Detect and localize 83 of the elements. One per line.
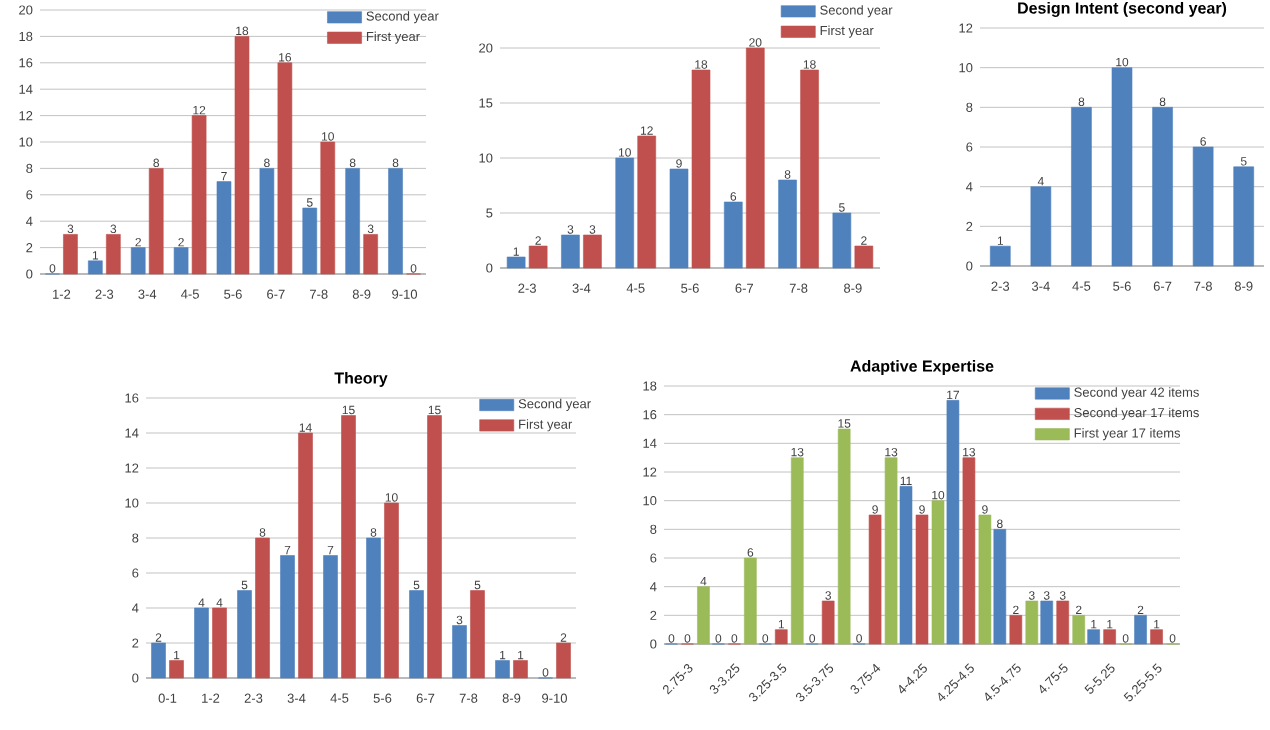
bar (837, 428, 851, 645)
bar (691, 69, 711, 269)
bar (723, 201, 743, 269)
bar (363, 234, 378, 275)
bar (615, 157, 635, 269)
bar (302, 207, 318, 275)
bar (194, 607, 209, 679)
bar (528, 245, 548, 269)
bar (88, 260, 103, 275)
bar (341, 415, 356, 679)
bar (277, 62, 293, 275)
bar (280, 555, 295, 679)
bar (1030, 186, 1052, 267)
bar (169, 660, 184, 679)
bar (1233, 166, 1255, 267)
bar (1071, 107, 1092, 267)
bar (63, 234, 78, 275)
bar (298, 432, 313, 679)
bar (962, 457, 976, 645)
bar (452, 625, 467, 679)
bar (1103, 629, 1116, 645)
bar (915, 514, 929, 645)
bar (255, 537, 270, 679)
bar (556, 642, 571, 679)
bar (993, 529, 1007, 645)
bar (470, 590, 485, 679)
bar (234, 36, 250, 275)
bar (1192, 146, 1214, 267)
bar (323, 555, 338, 679)
bar (1072, 615, 1086, 645)
bar (384, 502, 399, 679)
bar (778, 179, 797, 269)
chart-title: Design Intent (second year) (1018, 1, 1227, 17)
bar (946, 400, 960, 645)
bar (697, 586, 710, 645)
bar (561, 234, 580, 269)
bar (151, 642, 166, 679)
bar (884, 457, 898, 645)
bar (1025, 600, 1039, 645)
bar (989, 245, 1011, 267)
bar (191, 115, 207, 275)
bar (366, 537, 381, 679)
bar (1040, 600, 1054, 645)
bar (832, 212, 852, 269)
bar (583, 234, 602, 269)
bar (409, 590, 424, 679)
bar (1111, 67, 1133, 267)
bar (173, 247, 189, 275)
bar (1152, 107, 1173, 267)
bar (216, 181, 232, 275)
bar (854, 245, 874, 269)
bar (899, 486, 913, 645)
bar (821, 600, 835, 645)
bar (800, 69, 819, 269)
bar (388, 168, 403, 275)
bar (868, 514, 882, 645)
bar (495, 660, 510, 679)
bar (1009, 615, 1023, 645)
bar (669, 168, 689, 269)
bar (774, 629, 788, 645)
bar (130, 247, 146, 275)
bar (744, 557, 757, 645)
bar (745, 47, 765, 269)
bar (790, 457, 804, 645)
bar (931, 500, 945, 645)
bar (978, 514, 992, 645)
bar (320, 141, 336, 275)
bar (212, 607, 227, 679)
bar (259, 168, 275, 275)
bar (106, 234, 121, 275)
bar (637, 135, 657, 269)
bar (237, 590, 252, 679)
chart-title: Theory (334, 372, 388, 387)
bar (506, 256, 526, 269)
bar (513, 660, 528, 679)
bar (427, 415, 442, 679)
bar (148, 168, 164, 275)
bar (1056, 600, 1070, 645)
bar (1150, 629, 1163, 645)
bar (1087, 629, 1100, 645)
chart-title: Adaptive Expertise (850, 360, 994, 375)
bar (345, 168, 360, 275)
bar (1134, 615, 1147, 645)
